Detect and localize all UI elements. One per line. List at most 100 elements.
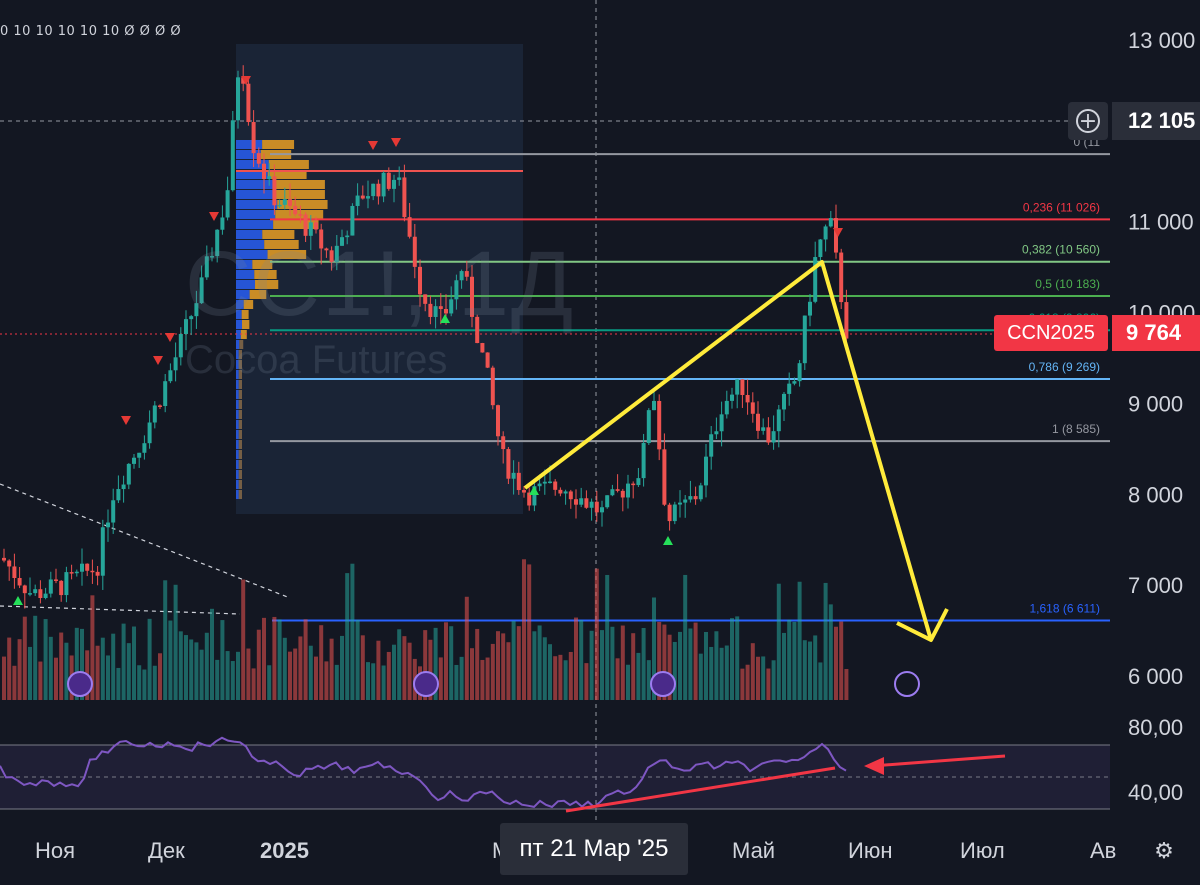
- candle-body: [397, 177, 402, 180]
- volume-bar: [288, 651, 292, 700]
- price-tick-label: 13 000: [1128, 28, 1195, 53]
- vp-bar-up: [236, 480, 239, 489]
- candle-body: [808, 301, 812, 316]
- event-icon[interactable]: [894, 671, 920, 697]
- vp-bar-up: [236, 410, 239, 419]
- candle-body: [449, 299, 454, 314]
- candle-body: [293, 205, 298, 215]
- candle-body: [116, 489, 121, 501]
- volume-bar: [360, 635, 365, 700]
- candle-body: [724, 400, 729, 415]
- add-alert-button[interactable]: +: [1068, 102, 1108, 140]
- event-icon[interactable]: [650, 671, 676, 697]
- last-price-label: 9 764: [1112, 315, 1200, 351]
- candle-body: [90, 570, 95, 573]
- event-icon[interactable]: [67, 671, 93, 697]
- candle-body: [579, 498, 584, 505]
- event-icon[interactable]: [413, 671, 439, 697]
- candle-body: [376, 183, 381, 197]
- vp-bar-down: [276, 190, 325, 199]
- volume-bar: [782, 632, 786, 700]
- candle-body: [267, 176, 272, 180]
- gear-icon[interactable]: ⚙: [1154, 839, 1174, 864]
- volume-bars: [2, 559, 849, 700]
- candle-body: [672, 504, 677, 522]
- volume-bar: [158, 653, 162, 700]
- volume-bar: [730, 618, 734, 700]
- volume-bar: [189, 639, 194, 700]
- candle-body: [340, 237, 344, 246]
- candle-body: [28, 593, 32, 595]
- volume-bar: [381, 665, 386, 700]
- candle-body: [709, 434, 714, 457]
- volume-bar: [522, 559, 526, 700]
- candle-body: [776, 409, 781, 432]
- vp-bar-up: [236, 440, 239, 449]
- buy-signal-marker: [663, 536, 673, 545]
- candle-body: [137, 452, 142, 458]
- candle-body: [506, 449, 511, 479]
- candle-body: [563, 491, 568, 494]
- candle-body: [126, 463, 131, 485]
- candle-body: [334, 245, 339, 263]
- candle-body: [282, 199, 287, 205]
- fibonacci-levels: 0 (110,236 (11 026)0,382 (10 560)0,5 (10…: [270, 135, 1110, 622]
- candle-body: [168, 370, 173, 382]
- candle-body: [740, 379, 745, 396]
- volume-bar: [745, 664, 750, 700]
- volume-bar: [7, 637, 12, 700]
- rsi-line: [0, 736, 847, 809]
- symbol-tag: CCN2025: [994, 315, 1108, 351]
- watermark-name: Cocoa Futures: [185, 338, 448, 382]
- candle-body: [59, 580, 64, 596]
- candle-body: [147, 422, 152, 444]
- vp-bar-up: [236, 350, 239, 359]
- candle-body: [12, 566, 17, 578]
- candle-body: [251, 122, 256, 154]
- volume-bar: [95, 645, 100, 700]
- candle-body: [683, 499, 688, 503]
- volume-bar: [272, 616, 277, 700]
- candle-body: [412, 236, 417, 267]
- rsi-axis[interactable]: 80,00 40,00: [1128, 715, 1183, 805]
- volume-bar: [667, 634, 672, 700]
- vp-bar-up: [236, 160, 269, 169]
- volume-bar: [657, 621, 662, 700]
- time-axis[interactable]: НояДек2025ММайИюнИюлАв: [35, 838, 1116, 863]
- vp-bar-down: [238, 470, 242, 479]
- volume-bar: [792, 621, 797, 700]
- vp-bar-down: [241, 310, 249, 319]
- fib-label: 0,786 (9 269): [1029, 360, 1100, 374]
- candle-body: [33, 589, 38, 594]
- candle-body: [537, 483, 542, 487]
- candle-body: [454, 280, 459, 300]
- vp-bar-down: [267, 250, 307, 259]
- volume-bar: [163, 580, 168, 700]
- candle-body: [839, 252, 844, 303]
- volume-bar: [241, 579, 246, 700]
- volume-bar: [194, 642, 199, 700]
- vp-bar-down: [238, 450, 242, 459]
- volume-bar: [646, 660, 651, 700]
- price-tick-label: 11 000: [1128, 210, 1194, 235]
- candle-body: [589, 501, 594, 508]
- candle-body: [792, 381, 797, 384]
- volume-bar: [594, 568, 599, 700]
- volume-bar: [293, 648, 298, 700]
- volume-bar: [678, 631, 682, 700]
- volume-bar: [444, 622, 448, 700]
- volume-bar: [506, 642, 511, 700]
- candle-body: [366, 196, 370, 199]
- volume-bar: [532, 631, 537, 700]
- volume-bar: [168, 620, 173, 700]
- time-tick-label: Июл: [960, 838, 1005, 863]
- volume-bar: [844, 668, 849, 700]
- candle-body: [184, 319, 188, 334]
- vp-bar-up: [236, 330, 241, 339]
- candle-body: [204, 256, 209, 278]
- candle-body: [402, 177, 407, 218]
- candle-body: [152, 405, 157, 423]
- event-icons[interactable]: [67, 671, 920, 697]
- volume-bar: [652, 597, 656, 700]
